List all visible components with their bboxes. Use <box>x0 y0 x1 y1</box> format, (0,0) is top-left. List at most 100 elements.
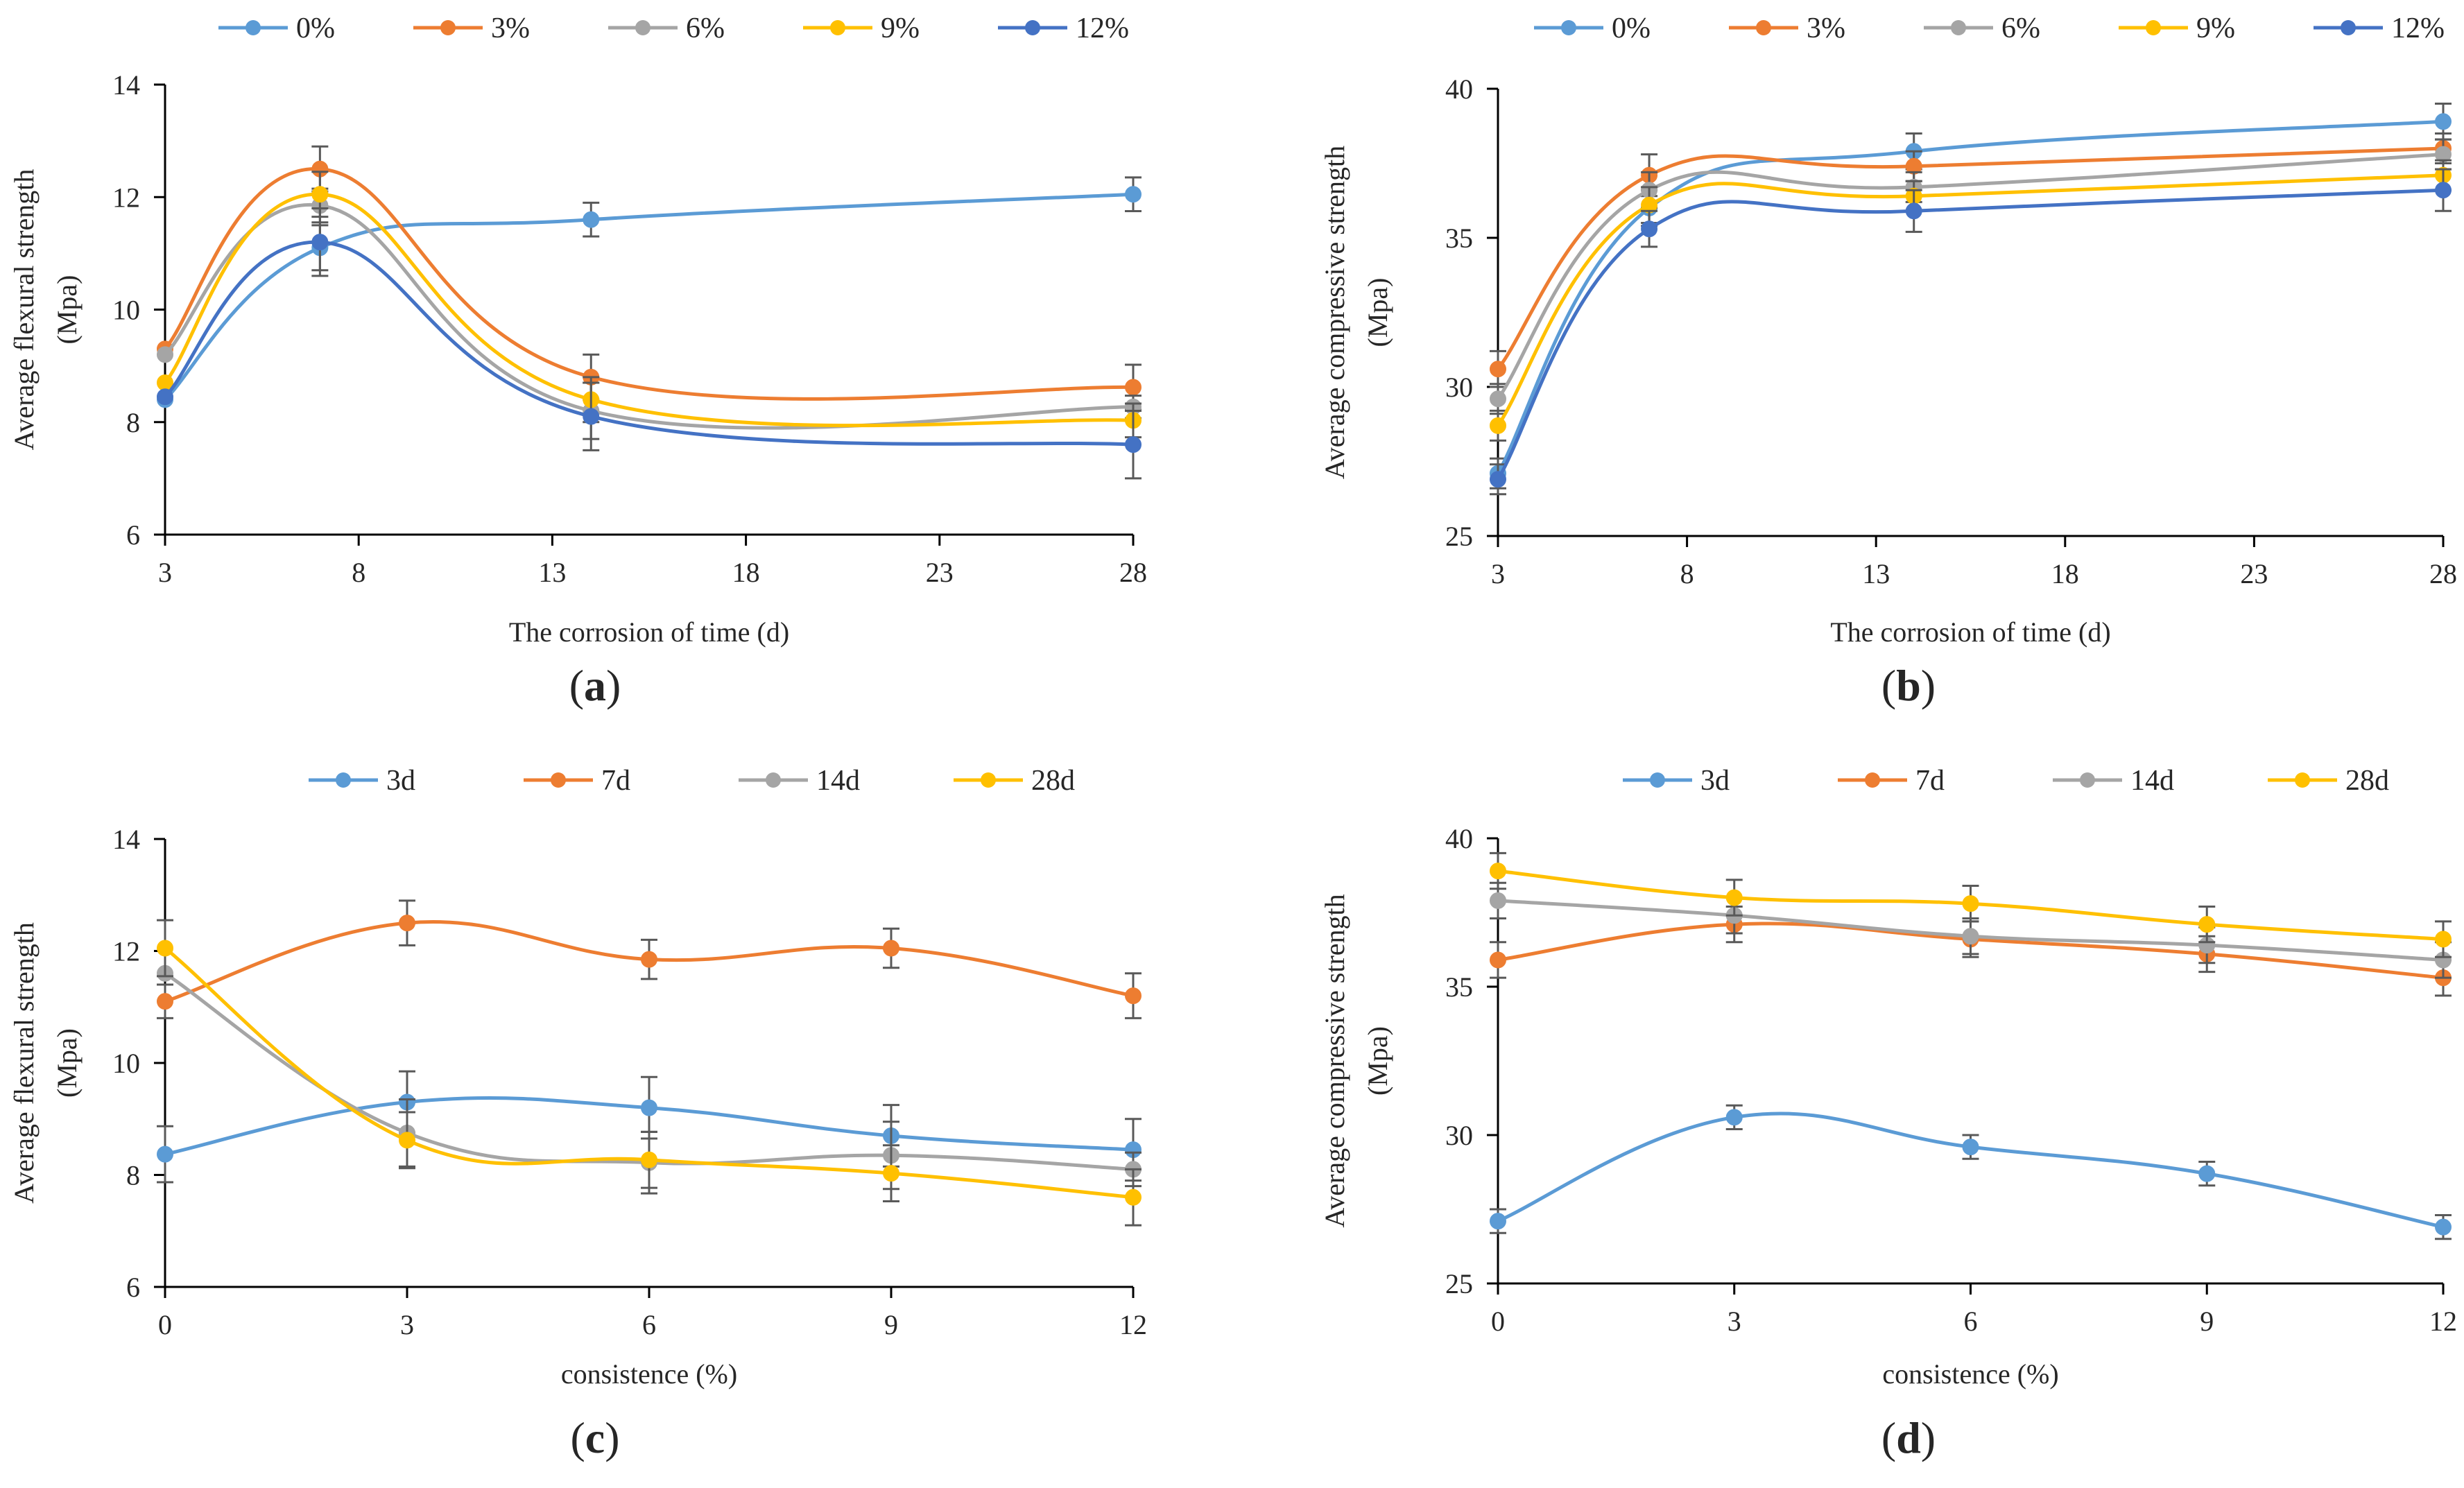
data-point <box>583 211 600 228</box>
data-point <box>883 1165 899 1182</box>
x-tick-label: 8 <box>352 557 365 588</box>
panel-label: (b) <box>1881 661 1936 710</box>
legend-marker <box>981 772 996 788</box>
data-point <box>1125 1188 1141 1206</box>
series-0% <box>1490 103 2452 490</box>
x-tick-label: 28 <box>1119 557 1147 588</box>
y-axis-label-line1: Average flexural strength <box>8 922 40 1204</box>
legend-label: 3% <box>491 12 530 44</box>
x-tick-label: 12 <box>2429 1306 2457 1337</box>
y-axis-label-line2: (Mpa) <box>51 275 83 345</box>
data-point <box>641 951 657 968</box>
data-point <box>1641 220 1658 238</box>
data-point <box>1490 863 1506 880</box>
data-point <box>1962 928 1979 945</box>
series-7d <box>157 899 1141 1019</box>
data-point <box>157 940 173 957</box>
data-point <box>1490 892 1506 909</box>
legend-marker <box>2295 772 2310 788</box>
data-point <box>399 915 415 932</box>
legend-label: 12% <box>2391 12 2445 44</box>
y-tick-label: 25 <box>1445 521 1473 552</box>
series-3d <box>1490 1104 2452 1240</box>
x-axis-label: The corrosion of time (d) <box>1830 616 2110 648</box>
legend-label: 6% <box>2001 12 2040 44</box>
x-tick-label: 3 <box>158 557 172 588</box>
y-tick-label: 14 <box>112 69 140 101</box>
data-point <box>2435 931 2452 948</box>
series-3% <box>1490 132 2452 388</box>
panel-c: 6 8 10 12 14 0 3 6 9 12 consistence (%) Average fle… <box>8 765 1147 1462</box>
series-3% <box>157 145 1141 411</box>
y-tick-label: 40 <box>1445 73 1473 105</box>
legend-marker <box>1865 772 1880 788</box>
panel-label: (c) <box>570 1413 619 1462</box>
legend-marker <box>2146 20 2161 35</box>
x-tick-label: 0 <box>158 1309 172 1340</box>
x-axis-label: consistence (%) <box>561 1358 737 1390</box>
legend-marker <box>440 20 456 35</box>
legend-label: 6% <box>686 12 725 44</box>
data-point <box>1125 379 1141 396</box>
data-point <box>157 388 173 406</box>
legend-label: 3% <box>1807 12 1845 44</box>
data-point <box>311 186 329 203</box>
series-6% <box>157 187 1141 440</box>
data-point <box>2435 182 2452 199</box>
series-line <box>164 946 1134 1200</box>
x-tick-label: 23 <box>2240 558 2268 589</box>
y-axis-label-line2: (Mpa) <box>1362 278 1393 347</box>
series-28d <box>1490 851 2452 958</box>
x-tick-label: 13 <box>538 557 566 588</box>
data-point <box>1490 390 1506 408</box>
data-point <box>1125 186 1141 203</box>
data-point <box>2198 1165 2216 1182</box>
x-tick-label: 13 <box>1862 558 1890 589</box>
x-axis-label: The corrosion of time (d) <box>509 616 789 648</box>
data-point <box>1725 889 1743 906</box>
x-tick-label: 6 <box>642 1309 656 1340</box>
legend-marker <box>2341 20 2356 35</box>
series-28d <box>157 919 1141 1227</box>
legend-label: 28d <box>1031 765 1075 797</box>
legend-marker <box>336 772 351 788</box>
data-point <box>883 940 899 957</box>
y-tick-label: 12 <box>112 182 140 213</box>
y-tick-label: 8 <box>126 407 140 438</box>
series-line <box>1497 146 2444 370</box>
legend-marker <box>551 772 566 788</box>
series-line <box>164 240 1134 447</box>
y-tick-label: 10 <box>112 1048 140 1079</box>
x-axis-label: consistence (%) <box>1882 1358 2058 1390</box>
series-line <box>164 192 1134 428</box>
series-line <box>1496 119 2444 474</box>
legend-marker <box>245 20 261 35</box>
legend-label: 7d <box>601 765 630 797</box>
y-tick-label: 30 <box>1445 1120 1473 1151</box>
panel-d: 25 30 35 40 0 3 6 9 12 consistence (%) Average com… <box>1319 765 2457 1462</box>
y-tick-label: 14 <box>112 824 140 855</box>
y-axis-label-line2: (Mpa) <box>1362 1026 1393 1096</box>
panel-letter: a <box>584 661 606 710</box>
x-tick-label: 3 <box>1491 558 1505 589</box>
series-0% <box>157 176 1141 408</box>
legend: 3d 7d 14d 28d <box>1623 765 2389 797</box>
data-point <box>1962 895 1979 912</box>
legend-marker <box>1025 20 1040 35</box>
legend-marker <box>1650 772 1665 788</box>
data-point <box>641 1099 657 1116</box>
x-tick-label: 18 <box>732 557 760 588</box>
panel-b: 25 30 35 40 3 8 13 18 23 28 The corrosion of time … <box>1319 12 2457 710</box>
panel-letter: c <box>585 1413 605 1462</box>
x-tick-label: 8 <box>1680 558 1694 589</box>
x-tick-label: 6 <box>1964 1306 1978 1337</box>
series-line <box>1496 173 2444 427</box>
series-9% <box>157 171 1141 439</box>
data-point <box>1725 1109 1743 1126</box>
legend-marker <box>1756 20 1771 35</box>
legend: 3d 7d 14d 28d <box>309 765 1075 797</box>
data-point <box>399 1132 415 1149</box>
legend-label: 14d <box>2130 765 2174 797</box>
data-point <box>1962 1139 1979 1156</box>
